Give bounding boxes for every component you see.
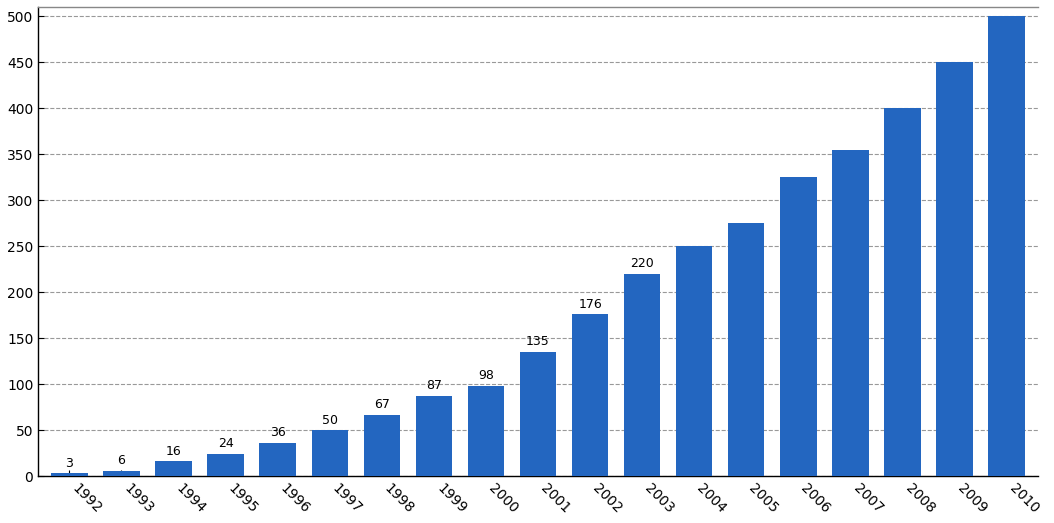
Bar <box>833 150 868 476</box>
Text: 135: 135 <box>526 335 550 348</box>
Bar <box>624 274 661 476</box>
Text: 220: 220 <box>630 257 655 270</box>
Text: 3: 3 <box>65 457 74 470</box>
Text: 87: 87 <box>426 380 442 392</box>
Bar <box>103 471 140 476</box>
Bar <box>468 386 504 476</box>
Text: 98: 98 <box>479 369 494 382</box>
Bar <box>728 223 764 476</box>
Bar <box>312 430 348 476</box>
Text: 6: 6 <box>118 454 125 467</box>
Bar <box>936 62 973 476</box>
Text: 36: 36 <box>270 426 286 439</box>
Text: 176: 176 <box>579 298 602 311</box>
Text: 16: 16 <box>165 445 181 458</box>
Bar <box>676 246 713 476</box>
Text: 67: 67 <box>374 398 390 411</box>
Bar <box>155 461 192 476</box>
Bar <box>572 314 608 476</box>
Text: 24: 24 <box>218 437 234 450</box>
Bar <box>520 352 557 476</box>
Bar <box>208 454 243 476</box>
Bar <box>989 16 1024 476</box>
Bar <box>52 473 87 476</box>
Bar <box>259 443 296 476</box>
Bar <box>884 108 921 476</box>
Bar <box>364 415 401 476</box>
Bar <box>415 396 452 476</box>
Bar <box>780 177 817 476</box>
Text: 50: 50 <box>321 414 337 427</box>
